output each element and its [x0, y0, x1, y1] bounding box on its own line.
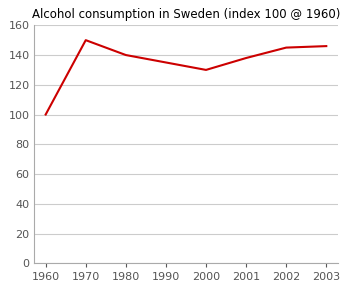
Title: Alcohol consumption in Sweden (index 100 @ 1960): Alcohol consumption in Sweden (index 100…: [32, 8, 340, 21]
